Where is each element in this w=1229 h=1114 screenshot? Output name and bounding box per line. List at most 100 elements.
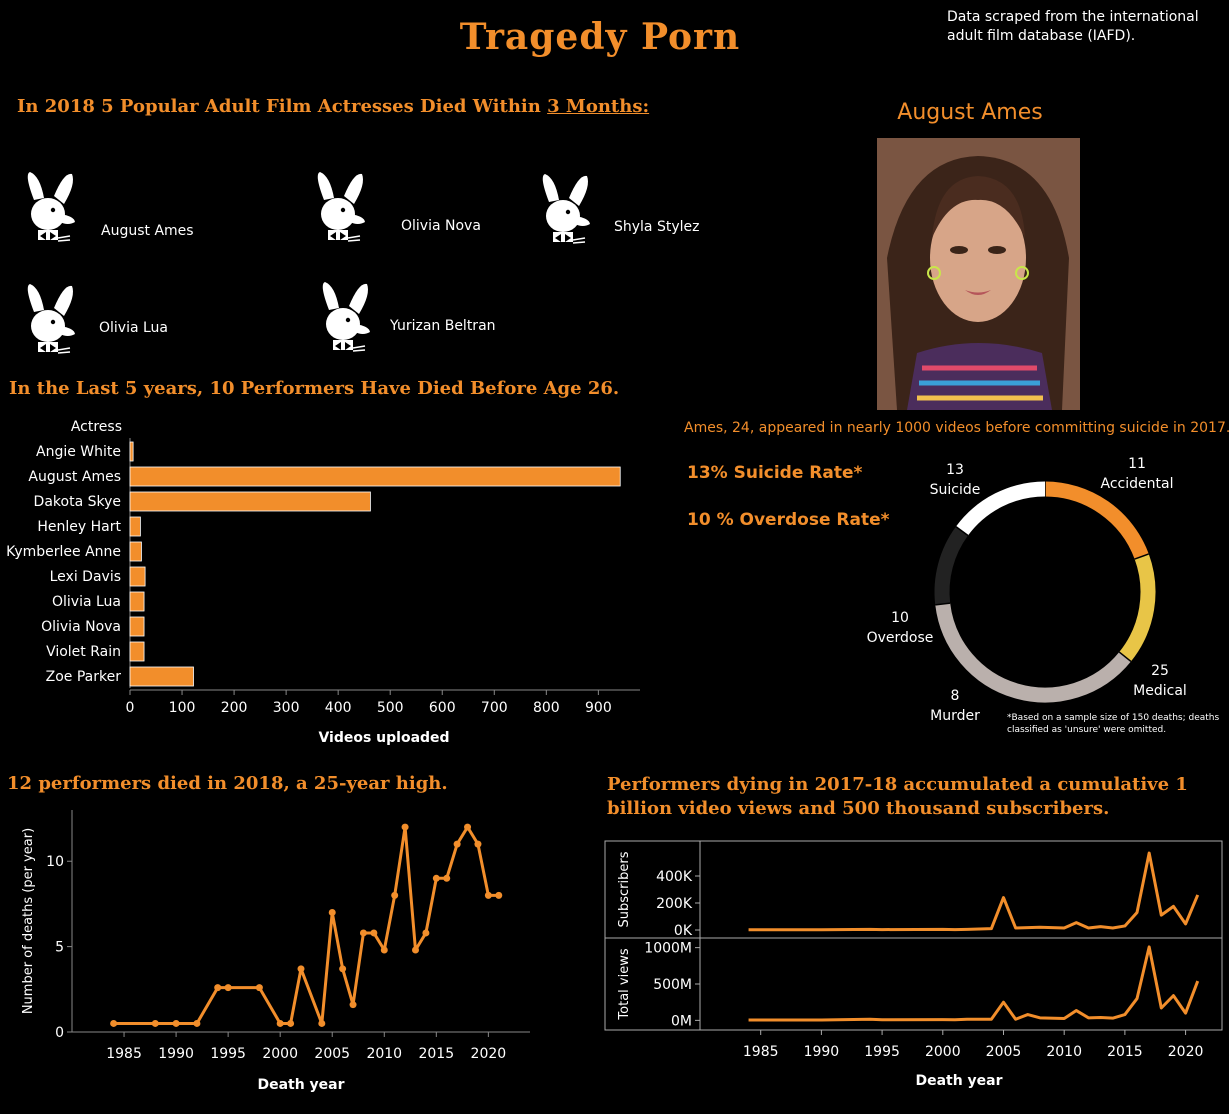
y-axis-label: Number of deaths (per year) bbox=[21, 828, 36, 1014]
y-tick-label: 5 bbox=[55, 940, 64, 956]
x-tick-label: 500 bbox=[377, 700, 404, 716]
slice-value: 8 bbox=[951, 688, 960, 704]
x-tick-label: 2010 bbox=[1046, 1044, 1082, 1060]
views-line bbox=[749, 947, 1198, 1020]
deaths-point bbox=[277, 1020, 284, 1027]
x-tick-label: 2020 bbox=[471, 1046, 507, 1062]
deaths-point bbox=[474, 841, 481, 848]
bar-category-label: Dakota Skye bbox=[34, 494, 121, 510]
bar bbox=[130, 492, 370, 511]
y-tick-label: 200K bbox=[656, 896, 693, 912]
deaths-point bbox=[339, 965, 346, 972]
profile-photo bbox=[877, 138, 1080, 410]
y-tick-label: 0 bbox=[55, 1025, 64, 1041]
bar-category-label: Olivia Lua bbox=[52, 594, 121, 610]
bar-category-label: Lexi Davis bbox=[50, 569, 121, 585]
bar bbox=[130, 667, 193, 686]
x-tick-label: 0 bbox=[126, 700, 135, 716]
x-tick-label: 1990 bbox=[804, 1044, 840, 1060]
actress-name: Shyla Stylez bbox=[614, 219, 699, 235]
deaths-point bbox=[360, 929, 367, 936]
bar bbox=[130, 442, 133, 461]
section1-heading-prefix: In 2018 5 Popular Adult Film Actresses D… bbox=[17, 96, 547, 117]
deaths-point bbox=[391, 892, 398, 899]
cause-of-death-donut: 13Suicide11Accidental25Medical8Murder10O… bbox=[850, 448, 1225, 738]
deaths-point bbox=[225, 984, 232, 991]
playboy-bunny-icon bbox=[315, 280, 375, 358]
actress-name: Yurizan Beltran bbox=[390, 318, 496, 334]
views-subscribers-chart: 0K 200K 400K Subscribers 0M 500M 1000M Total vi… bbox=[600, 835, 1229, 1100]
deaths-point bbox=[329, 909, 336, 916]
actress-name: August Ames bbox=[101, 223, 194, 239]
deaths-point bbox=[495, 892, 502, 899]
actress-name: Olivia Lua bbox=[99, 320, 168, 336]
subscribers-axis-label: Subscribers bbox=[617, 851, 632, 927]
x-axis-label: Death year bbox=[257, 1077, 344, 1093]
x-tick-label: 900 bbox=[585, 700, 612, 716]
x-tick-label: 2015 bbox=[1107, 1044, 1143, 1060]
deaths-point bbox=[454, 841, 461, 848]
x-tick-label: 2005 bbox=[314, 1046, 350, 1062]
donut-slice bbox=[1125, 557, 1148, 657]
x-axis-label: Videos uploaded bbox=[318, 730, 449, 746]
y-tick-label: 10 bbox=[46, 854, 64, 870]
playboy-bunny-icon bbox=[20, 170, 80, 248]
suicide-rate: 13% Suicide Rate* bbox=[687, 463, 862, 483]
x-tick-label: 400 bbox=[325, 700, 352, 716]
deaths-point bbox=[256, 984, 263, 991]
slice-label: Medical bbox=[1133, 683, 1187, 699]
section1-heading-underlined: 3 Months: bbox=[547, 96, 649, 117]
playboy-bunny-icon bbox=[535, 172, 595, 250]
bar-category-label: Zoe Parker bbox=[46, 669, 122, 685]
x-tick-label: 700 bbox=[481, 700, 508, 716]
x-tick-label: 1995 bbox=[210, 1046, 246, 1062]
playboy-bunny-icon bbox=[20, 282, 80, 360]
chart-frame bbox=[605, 841, 1222, 1030]
deaths-point bbox=[402, 824, 409, 831]
source-note: Data scraped from the international adul… bbox=[947, 8, 1217, 46]
donut-slice bbox=[942, 531, 962, 604]
deaths-point bbox=[370, 929, 377, 936]
deaths-point bbox=[287, 1020, 294, 1027]
profile-name: August Ames bbox=[880, 100, 1060, 125]
x-tick-label: 2000 bbox=[925, 1044, 961, 1060]
deaths-point bbox=[464, 824, 471, 831]
deaths-point bbox=[110, 1020, 117, 1027]
videos-bar-chart: Actress Angie White August Ames Dakota Skye… bbox=[0, 410, 660, 750]
y-axis-label: Actress bbox=[71, 419, 122, 435]
x-tick-label: 600 bbox=[429, 700, 456, 716]
deaths-point bbox=[173, 1020, 180, 1027]
y-tick-label: 0K bbox=[674, 923, 693, 939]
bar bbox=[130, 517, 140, 536]
slice-value: 25 bbox=[1151, 663, 1169, 679]
dashboard-title: Tragedy Porn bbox=[390, 16, 810, 58]
x-tick-label: 200 bbox=[221, 700, 248, 716]
deaths-line bbox=[114, 827, 499, 1023]
section4-heading-line2: billion video views and 500 thousand sub… bbox=[607, 797, 1188, 821]
x-tick-label: 1995 bbox=[864, 1044, 900, 1060]
deaths-point bbox=[318, 1020, 325, 1027]
bar-category-label: Kymberlee Anne bbox=[6, 544, 121, 560]
x-tick-label: 2010 bbox=[366, 1046, 402, 1062]
slice-label: Overdose bbox=[867, 630, 934, 646]
slice-label: Suicide bbox=[930, 482, 981, 498]
footnote: *Based on a sample size of 150 deaths; d… bbox=[1007, 712, 1222, 736]
section1-heading: In 2018 5 Popular Adult Film Actresses D… bbox=[17, 96, 649, 117]
deaths-point bbox=[298, 965, 305, 972]
section3-heading: 12 performers died in 2018, a 25-year hi… bbox=[7, 773, 448, 794]
deaths-line-chart: 0 5 10 1985 1990 1995 2000 2005 2010 2015 2020 Deat… bbox=[0, 800, 560, 1100]
deaths-point bbox=[485, 892, 492, 899]
donut-slice bbox=[943, 604, 1125, 695]
deaths-point bbox=[381, 947, 388, 954]
bar bbox=[130, 542, 141, 561]
slice-value: 11 bbox=[1128, 456, 1146, 472]
y-tick-label: 400K bbox=[656, 869, 693, 885]
slice-value: 10 bbox=[891, 610, 909, 626]
playboy-bunny-icon bbox=[310, 170, 370, 248]
x-tick-label: 100 bbox=[169, 700, 196, 716]
deaths-point bbox=[152, 1020, 159, 1027]
bar bbox=[130, 642, 144, 661]
views-axis-label: Total views bbox=[617, 948, 632, 1020]
slice-label: Murder bbox=[930, 708, 980, 724]
bar bbox=[130, 617, 144, 636]
